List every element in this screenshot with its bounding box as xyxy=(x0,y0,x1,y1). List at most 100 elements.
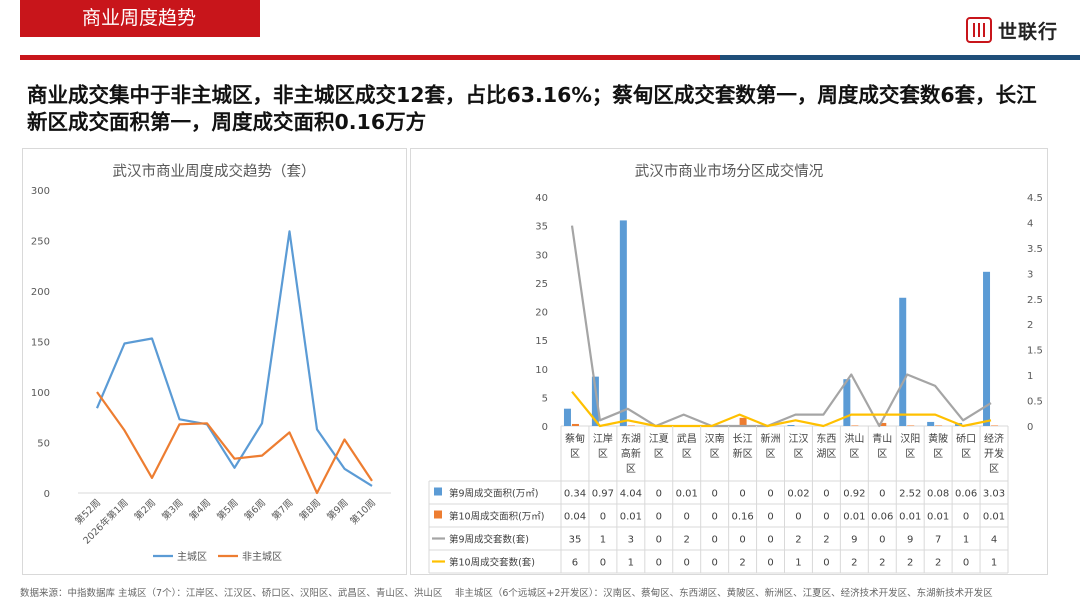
table-cell: 9 xyxy=(851,535,857,546)
table-cell: 2 xyxy=(879,558,885,569)
series-line-1 xyxy=(95,230,373,487)
category-label-13: 区 xyxy=(933,448,943,460)
category-label-9: 东西 xyxy=(816,432,836,445)
table-cell: 0 xyxy=(711,512,717,523)
table-cell: 0 xyxy=(600,558,606,569)
category-label-6: 新区 xyxy=(733,447,753,460)
table-cell: 0 xyxy=(684,512,690,523)
bar-1-8 xyxy=(787,424,795,426)
y-tick-label: 150 xyxy=(31,338,50,349)
x-tick-label: 第6周 xyxy=(242,497,268,523)
table-cell: 0 xyxy=(656,489,662,500)
table-cell: 0 xyxy=(823,512,829,523)
category-label-11: 区 xyxy=(877,448,887,460)
category-label-6: 长江 xyxy=(733,433,753,445)
district-chart: 武汉市商业市场分区成交情况051015202530354000.511.522.… xyxy=(428,162,1043,574)
category-label-2: 高新 xyxy=(621,447,641,460)
table-cell: 2 xyxy=(739,558,745,569)
table-cell: 0 xyxy=(684,558,690,569)
table-cell: 0 xyxy=(963,558,969,569)
line-series-1 xyxy=(570,225,992,428)
table-cell: 1 xyxy=(963,535,969,546)
table-cell: 0 xyxy=(795,512,801,523)
trend-chart: 武汉市商业周度成交趋势（套）050100150200250300第52周2026… xyxy=(31,162,391,563)
table-cell: 0 xyxy=(879,489,885,500)
bar-1-10 xyxy=(843,379,851,426)
category-label-2: 东湖 xyxy=(621,432,641,445)
table-cell: 2 xyxy=(684,535,690,546)
x-tick-label: 第10周 xyxy=(348,497,378,527)
right-y-tick-label: 2 xyxy=(1027,320,1033,331)
category-label-10: 洪山 xyxy=(844,433,864,445)
category-label-15: 区 xyxy=(989,463,999,475)
category-label-12: 区 xyxy=(905,448,915,460)
table-cell: 0 xyxy=(739,535,745,546)
x-tick-label: 第7周 xyxy=(269,497,295,523)
table-series-name: 第10周成交面积(万㎡) xyxy=(449,511,545,523)
table-cell: 7 xyxy=(935,535,941,546)
category-label-7: 区 xyxy=(766,448,776,460)
bar-2-11 xyxy=(879,422,887,426)
category-label-12: 汉阳 xyxy=(900,433,920,445)
category-label-10: 区 xyxy=(849,448,859,460)
legend-label: 主城区 xyxy=(177,551,207,563)
legend-label: 非主城区 xyxy=(242,551,282,563)
table-cell: 0 xyxy=(739,489,745,500)
table-cell: 0.06 xyxy=(871,512,893,523)
series-line-2 xyxy=(96,391,373,495)
table-cell: 4.04 xyxy=(620,489,642,500)
table-cell: 0.01 xyxy=(843,512,865,523)
left-y-tick-label: 10 xyxy=(535,365,548,376)
table-cell: 4 xyxy=(991,535,997,546)
category-label-9: 湖区 xyxy=(816,448,836,460)
category-label-4: 区 xyxy=(682,448,692,460)
table-cell: 3 xyxy=(628,535,634,546)
chart-title: 武汉市商业市场分区成交情况 xyxy=(635,162,824,180)
category-label-15: 开发 xyxy=(984,447,1004,460)
table-series-name: 第9周成交套数(套) xyxy=(449,534,529,546)
table-cell: 0 xyxy=(823,489,829,500)
left-y-tick-label: 15 xyxy=(535,336,548,347)
category-label-1: 江岸 xyxy=(593,433,613,445)
table-cell: 0.01 xyxy=(620,512,642,523)
bar-2-13 xyxy=(935,425,943,426)
table-cell: 0 xyxy=(600,512,606,523)
table-cell: 0.97 xyxy=(592,489,614,500)
table-cell: 2.52 xyxy=(899,489,921,500)
category-label-4: 武昌 xyxy=(677,432,697,445)
district-chart-panel: 武汉市商业市场分区成交情况 0 5 10 15 20 25 30 35 40 0 0.5 1 1.5 2 2.… xyxy=(410,148,1048,575)
left-y-tick-label: 30 xyxy=(535,250,548,261)
table-cell: 0.01 xyxy=(927,512,949,523)
table-cell: 0 xyxy=(656,512,662,523)
brand-logo: 世联行 xyxy=(965,16,1058,44)
category-label-5: 区 xyxy=(710,448,720,460)
bar-1-12 xyxy=(899,297,907,426)
table-cell: 0.08 xyxy=(927,489,949,500)
category-label-0: 区 xyxy=(570,448,580,460)
table-cell: 0 xyxy=(767,489,773,500)
logo-text: 世联行 xyxy=(997,20,1058,43)
y-tick-label: 200 xyxy=(31,287,50,298)
table-cell: 2 xyxy=(795,535,801,546)
bar-1-13 xyxy=(927,421,935,426)
table-cell: 0 xyxy=(767,512,773,523)
source-footnote: 数据来源：中指数据库 主城区（7个）：江岸区、江汉区、硚口区、汉阳区、武昌区、青… xyxy=(20,588,993,599)
table-cell: 1 xyxy=(795,558,801,569)
table-cell: 0 xyxy=(767,535,773,546)
category-label-5: 汉南 xyxy=(705,432,725,445)
right-y-tick-label: 0 xyxy=(1027,422,1033,433)
chart-title: 武汉市商业周度成交趋势（套） xyxy=(113,162,316,180)
category-label-0: 蔡甸 xyxy=(565,432,585,445)
table-cell: 0.02 xyxy=(787,489,809,500)
x-tick-label: 第2周 xyxy=(132,497,158,523)
table-cell: 0.92 xyxy=(843,489,865,500)
category-label-7: 新洲 xyxy=(761,432,781,445)
category-label-8: 区 xyxy=(793,448,803,460)
header-divider xyxy=(20,55,1080,60)
bar-2-12 xyxy=(907,425,915,426)
table-cell: 0.16 xyxy=(731,512,753,523)
x-tick-label: 第8周 xyxy=(297,497,323,523)
right-y-tick-label: 3.5 xyxy=(1027,244,1043,255)
right-y-tick-label: 4.5 xyxy=(1027,193,1043,204)
category-label-15: 经济 xyxy=(984,432,1004,445)
